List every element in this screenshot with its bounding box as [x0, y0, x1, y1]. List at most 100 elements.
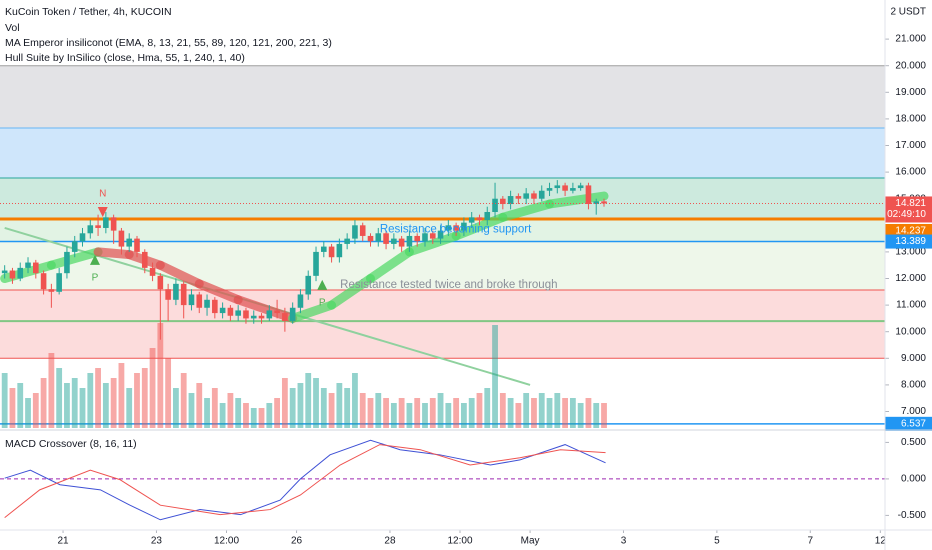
volume-bar [383, 398, 389, 428]
volume-bar [258, 408, 265, 428]
volume-bar [445, 403, 452, 428]
volume-bar [17, 383, 24, 428]
volume-bar [507, 398, 514, 428]
volume-bar [126, 388, 133, 428]
volume-bar [359, 393, 366, 428]
candle-body [64, 251, 70, 274]
candle-body [79, 233, 86, 242]
volume-bar [429, 398, 436, 428]
volume-bar [281, 378, 288, 428]
volume-bar [227, 393, 234, 428]
candle-body [500, 198, 506, 205]
y-tick-label: 16.000 [895, 167, 926, 178]
y-tick-label: 12.000 [895, 273, 926, 284]
signal-marker [97, 207, 108, 218]
volume-bar [515, 403, 522, 428]
candle-body [266, 310, 273, 319]
volume-bar [235, 398, 242, 428]
x-tick-label: 12:00 [214, 536, 239, 547]
x-tick-label: 7 [807, 536, 813, 547]
volume-bar [562, 398, 568, 428]
candle-body [141, 251, 148, 268]
candle-body [149, 267, 156, 276]
x-tick-label: 26 [291, 536, 303, 547]
volume-bar [554, 393, 561, 428]
volume-bar [437, 393, 444, 428]
candle-body [492, 198, 498, 213]
volume-bar [25, 398, 31, 428]
volume-bar [118, 363, 125, 428]
volume-bar [134, 373, 140, 428]
x-tick-label: 5 [714, 536, 720, 547]
hull-band [498, 199, 555, 222]
candle-body [531, 193, 537, 199]
volume-bar [484, 388, 491, 428]
candle-body [25, 262, 31, 268]
legend-entry: Hull Suite by InSilico (close, Hma, 55, … [5, 52, 245, 64]
volume-bar [79, 388, 86, 428]
countdown-label: 02:49:10 [887, 209, 926, 220]
volume-bar [499, 393, 506, 428]
candle-body [406, 235, 413, 247]
y-tick-label: 9.000 [901, 353, 926, 364]
candle-body [391, 238, 397, 244]
volume-bar [305, 373, 312, 428]
candle-body [507, 196, 514, 205]
y-tick-label: 7.000 [901, 406, 926, 417]
candle-body [282, 313, 288, 322]
x-tick-label: May [521, 536, 540, 547]
volume-bar [289, 388, 296, 428]
price-tag [885, 416, 932, 431]
candle-body [204, 299, 210, 308]
plot: N P P Resistance becoming support Resistance… [0, 34, 932, 547]
volume-bar [344, 388, 351, 428]
volume-bar [593, 403, 600, 428]
candle-body [219, 307, 226, 314]
candle-body [328, 246, 335, 258]
volume-bar [141, 368, 148, 428]
price-tag-label: 13.389 [895, 236, 926, 247]
candle-body [461, 222, 467, 231]
volume-bar [211, 388, 218, 428]
x-tick-label: 23 [151, 536, 163, 547]
candle-body [1, 270, 8, 274]
candle-body [188, 294, 195, 306]
volume-bar [157, 323, 164, 428]
volume-bar [204, 398, 210, 428]
candle-body [250, 315, 257, 319]
price-tag-label: 14.237 [895, 226, 926, 237]
candle-body [523, 193, 529, 199]
volume-bar [297, 383, 304, 428]
candle-body [453, 225, 459, 231]
volume-bar [398, 398, 405, 428]
y-tick-label: 13.000 [895, 247, 926, 258]
zone [0, 219, 885, 242]
volume-bar [328, 393, 335, 428]
candle-body [546, 188, 553, 191]
volume-bar [538, 393, 545, 428]
last-price-tag [885, 196, 932, 223]
volume-bar [601, 403, 607, 428]
candle-body [305, 275, 312, 295]
candle-body [235, 310, 241, 316]
volume-bar [102, 383, 109, 428]
volume-bar [367, 398, 374, 428]
candle-body [95, 225, 101, 228]
macd-y-tick-label: -0.500 [898, 510, 927, 521]
volume-bar [320, 388, 327, 428]
candle-body [40, 273, 47, 290]
volume-bar [577, 403, 584, 428]
legend-entry: MA Emperor insiliconot (EMA, 8, 13, 21, … [5, 37, 332, 49]
candle-body [110, 217, 117, 231]
candle-body [71, 241, 78, 252]
volume-bar [414, 398, 421, 428]
hull-band [93, 247, 134, 260]
candle-body [157, 275, 164, 290]
volume-bar [461, 403, 467, 428]
volume-bar [492, 325, 498, 428]
signal-label: P [319, 298, 326, 309]
volume-bar [569, 398, 576, 428]
volume-bar [32, 393, 39, 428]
volume-bar [64, 383, 70, 428]
candle-body [554, 185, 561, 189]
